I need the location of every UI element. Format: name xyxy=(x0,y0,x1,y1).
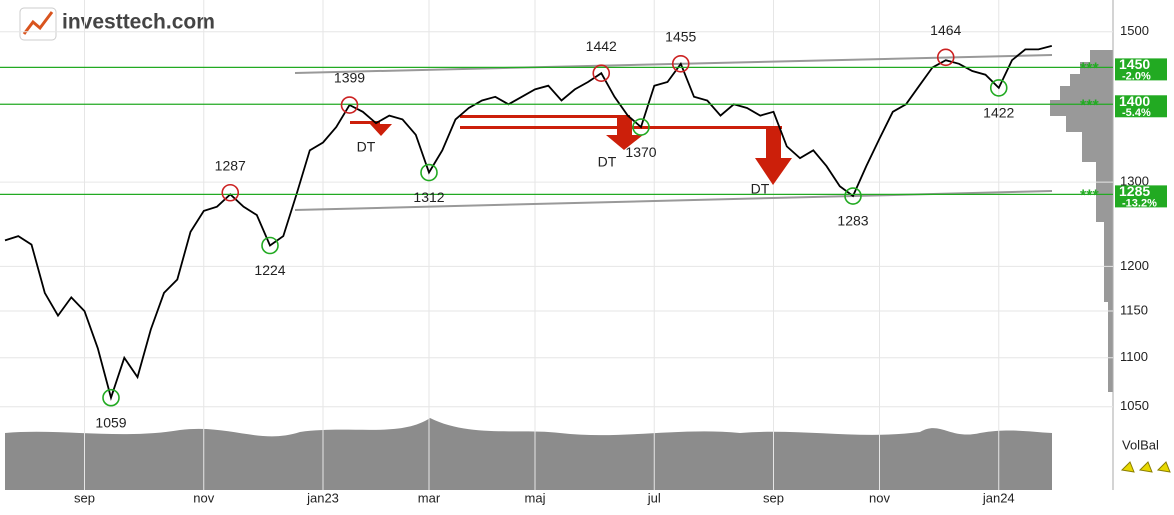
x-tick-label: nov xyxy=(869,490,890,505)
x-tick-label: jan23 xyxy=(306,490,339,505)
pivot-circle xyxy=(844,187,862,205)
volume-label: VolBal xyxy=(1122,437,1159,452)
pivot-circle xyxy=(936,48,955,67)
x-tick-label: nov xyxy=(193,490,214,505)
x-tick-label: jan24 xyxy=(982,490,1015,505)
pivot-circle xyxy=(420,163,438,182)
x-tick-label: mar xyxy=(418,490,441,505)
pivot-label: 1059 xyxy=(95,414,126,430)
x-tick-label: sep xyxy=(763,490,784,505)
level-change: -13.2% xyxy=(1122,197,1157,209)
pivot-label: 1399 xyxy=(334,70,365,86)
pivot-label: 1224 xyxy=(254,262,285,278)
level-stars: *** xyxy=(1080,97,1099,114)
pivot-label: 1283 xyxy=(837,213,868,229)
y-tick-label: 1200 xyxy=(1120,258,1149,273)
y-tick-label: 1150 xyxy=(1120,302,1148,317)
pivot-circle xyxy=(261,236,279,255)
price-line xyxy=(4,45,1053,401)
x-tick-label: jul xyxy=(647,490,661,505)
volume-area xyxy=(5,418,1052,490)
pivot-circle xyxy=(671,54,690,73)
level-box: *** 1285-13.2% xyxy=(1080,183,1167,209)
level-change: -2.0% xyxy=(1122,70,1151,82)
pivot-circle xyxy=(340,96,359,114)
pivot-circle xyxy=(989,79,1008,97)
level-box: *** 1450-2.0% xyxy=(1080,56,1167,82)
pivot-circle xyxy=(221,183,240,202)
level-bg xyxy=(1115,185,1167,208)
y-tick-label: 1500 xyxy=(1120,23,1149,38)
y-tick-label: 1100 xyxy=(1120,349,1148,364)
volbal-arrows xyxy=(1120,461,1171,473)
pivot-label: 1442 xyxy=(586,38,617,54)
level-value: 1285 xyxy=(1119,183,1150,199)
pivot-label: 1370 xyxy=(625,144,656,160)
pivot-label: 1287 xyxy=(215,157,246,173)
pivot-label: 1422 xyxy=(983,105,1014,121)
level-change: -5.4% xyxy=(1122,107,1151,119)
logo-mark xyxy=(22,11,54,35)
level-bg xyxy=(1115,58,1167,81)
y-tick-label: 1050 xyxy=(1120,398,1149,413)
pivot-label: 1312 xyxy=(413,189,444,205)
level-value: 1450 xyxy=(1119,56,1150,72)
signal-arrows xyxy=(350,115,792,185)
pivot-circle xyxy=(592,64,611,83)
pivot-circle xyxy=(632,118,650,136)
pivot-label: 1464 xyxy=(930,22,961,38)
level-stars: *** xyxy=(1080,61,1099,78)
signal-label: DT xyxy=(751,181,770,197)
pivot-circle xyxy=(102,388,120,407)
level-stars: *** xyxy=(1080,188,1099,205)
level-bg xyxy=(1115,95,1167,118)
pivot-label: 1455 xyxy=(665,28,696,44)
x-tick-label: maj xyxy=(525,490,546,505)
signal-label: DT xyxy=(357,139,376,155)
logo: investtech.com xyxy=(19,7,215,41)
y-tick-label: 1300 xyxy=(1120,174,1149,189)
signal-label: DT xyxy=(598,154,617,170)
level-box: *** 1400-5.4% xyxy=(1080,93,1167,119)
x-tick-label: sep xyxy=(74,490,95,505)
logo-text: investtech.com xyxy=(62,11,215,34)
level-value: 1400 xyxy=(1119,93,1150,109)
